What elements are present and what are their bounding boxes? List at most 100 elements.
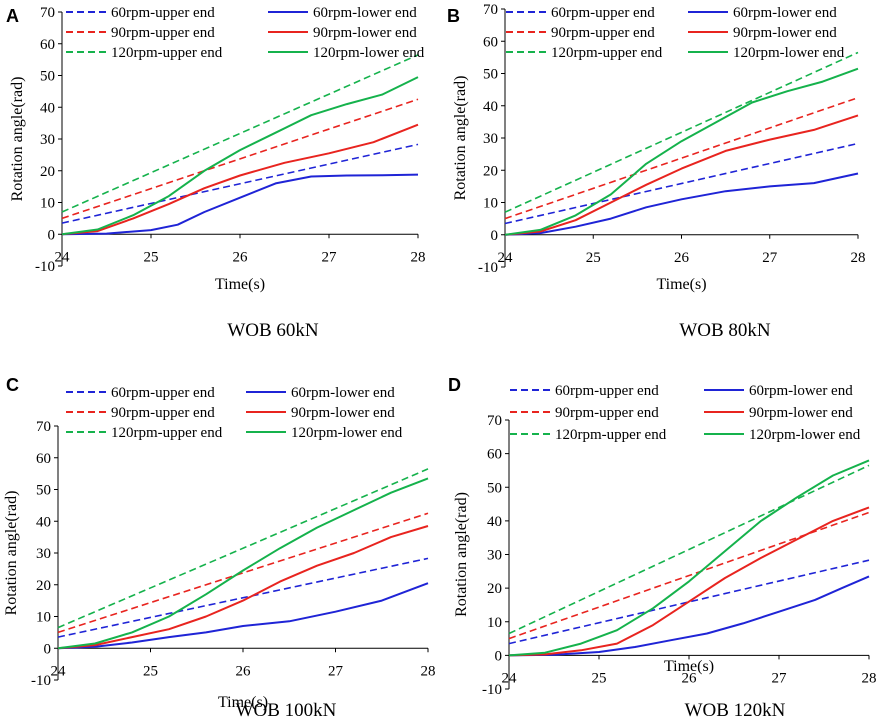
y-tick-label: 10: [36, 610, 51, 626]
chart-panel-a: -10 0 10 20 30 40 50 60 70 24 25 26 27 28 Time(s) Rotat…: [6, 5, 426, 341]
series-line-120rpm-lower-end: [61, 76, 419, 236]
legend-label: 120rpm-upper end: [551, 45, 663, 61]
x-tick-label: 25: [143, 663, 158, 679]
y-tick-label: 50: [483, 67, 498, 83]
legend-label: 90rpm-upper end: [111, 405, 215, 421]
x-tick-label: 26: [236, 663, 252, 679]
y-tick-label: 50: [487, 480, 502, 496]
series-line-90rpm-lower-end: [504, 114, 859, 236]
x-tick-label: 26: [674, 250, 690, 266]
chart-panel-b: -10 0 10 20 30 40 50 60 70 24 25 26 27 28 Time(s) Rotat…: [447, 2, 866, 341]
series-line-60rpm-upper-end: [61, 143, 419, 224]
series-line-60rpm-lower-end: [504, 172, 859, 236]
x-tick-label: 28: [421, 663, 436, 679]
series-line-60rpm-upper-end: [504, 142, 859, 225]
y-tick-label: 70: [36, 419, 51, 435]
legend-label: 60rpm-lower end: [291, 385, 395, 401]
y-tick-label: 60: [483, 34, 498, 50]
y-tick-label: -10: [31, 673, 51, 689]
panel-caption: WOB 120kN: [685, 700, 786, 721]
y-tick-label: 0: [44, 641, 52, 657]
y-axis-title: Rotation angle(rad): [3, 491, 20, 616]
chart-panel-d: -10 0 10 20 30 40 50 60 70 24 25 26 27 28 Time(s) Rotat…: [448, 375, 877, 721]
x-tick-label: 26: [682, 670, 698, 686]
legend-label: 60rpm-upper end: [111, 5, 215, 21]
y-tick-label: 60: [36, 451, 51, 467]
series-line-60rpm-lower-end: [508, 575, 870, 657]
x-axis-title: Time(s): [215, 276, 265, 293]
legend-label: 60rpm-lower end: [733, 5, 837, 21]
legend-label: 60rpm-upper end: [111, 385, 215, 401]
series-line-60rpm-lower-end: [57, 582, 429, 650]
y-tick-label: 20: [483, 163, 498, 179]
series-line-60rpm-upper-end: [508, 559, 870, 645]
legend-label: 60rpm-lower end: [313, 5, 417, 21]
legend-label: 60rpm-upper end: [555, 383, 659, 399]
legend-label: 120rpm-lower end: [313, 45, 425, 61]
legend-label: 60rpm-upper end: [551, 5, 655, 21]
y-tick-label: 70: [483, 2, 498, 18]
legend-label: 120rpm-upper end: [111, 45, 223, 61]
y-tick-label: 20: [40, 164, 55, 180]
panel-caption: WOB 100kN: [236, 700, 337, 721]
legend-label: 90rpm-upper end: [551, 25, 655, 41]
x-tick-label: 25: [592, 670, 607, 686]
y-tick-label: 40: [487, 514, 502, 530]
series-line-90rpm-lower-end: [508, 506, 870, 657]
series-line-60rpm-lower-end: [61, 173, 419, 236]
x-axis-title: Time(s): [664, 658, 714, 675]
y-tick-label: 0: [491, 228, 499, 244]
legend-label: 90rpm-lower end: [733, 25, 837, 41]
y-tick-label: 40: [36, 514, 51, 530]
x-tick-label: 25: [586, 250, 601, 266]
y-tick-label: -10: [35, 259, 55, 275]
legend-label: 60rpm-lower end: [749, 383, 853, 399]
panel-label: D: [448, 375, 461, 395]
y-tick-label: 30: [483, 131, 498, 147]
x-tick-label: 26: [233, 249, 249, 265]
x-tick-label: 27: [322, 249, 338, 265]
legend-label: 120rpm-lower end: [291, 425, 403, 441]
y-tick-label: -10: [482, 682, 502, 698]
series-line-120rpm-lower-end: [57, 477, 429, 650]
series-line-90rpm-upper-end: [504, 96, 859, 220]
y-tick-label: 60: [487, 447, 502, 463]
x-tick-label: 24: [498, 250, 514, 266]
y-tick-label: 30: [40, 132, 55, 148]
legend-label: 120rpm-upper end: [555, 427, 667, 443]
series-line-90rpm-lower-end: [61, 123, 419, 236]
y-tick-label: 30: [36, 546, 51, 562]
x-axis-title: Time(s): [656, 276, 706, 293]
y-axis-title: Rotation angle(rad): [452, 76, 469, 201]
x-tick-label: 28: [411, 249, 426, 265]
y-axis-title: Rotation angle(rad): [9, 77, 26, 202]
x-tick-label: 27: [772, 670, 788, 686]
y-tick-label: 10: [40, 196, 55, 212]
x-tick-label: 28: [862, 670, 877, 686]
x-tick-label: 27: [328, 663, 344, 679]
y-tick-label: 30: [487, 548, 502, 564]
y-tick-label: 20: [487, 581, 502, 597]
series-line-120rpm-lower-end: [508, 459, 870, 657]
panel-caption: WOB 80kN: [679, 320, 771, 341]
x-tick-label: 25: [144, 249, 159, 265]
series-line-90rpm-upper-end: [57, 512, 429, 634]
y-tick-label: 10: [483, 196, 498, 212]
series-line-120rpm-upper-end: [508, 464, 870, 635]
legend-label: 90rpm-lower end: [291, 405, 395, 421]
y-tick-label: 60: [40, 37, 55, 53]
series-line-120rpm-lower-end: [504, 67, 859, 236]
panel-caption: WOB 60kN: [227, 320, 319, 341]
y-tick-label: 40: [40, 100, 55, 116]
chart-panel-c: -10 0 10 20 30 40 50 60 70 24 25 26 27 28 Time(s) Rotat…: [3, 375, 436, 721]
legend-label: 90rpm-upper end: [111, 25, 215, 41]
series-line-90rpm-lower-end: [57, 525, 429, 650]
x-tick-label: 28: [851, 250, 866, 266]
panel-label: C: [6, 375, 19, 395]
series-line-90rpm-upper-end: [61, 98, 419, 220]
y-axis-title: Rotation angle(rad): [453, 492, 470, 617]
y-tick-label: 10: [487, 615, 502, 631]
legend-label: 120rpm-upper end: [111, 425, 223, 441]
series-line-60rpm-upper-end: [57, 557, 429, 638]
